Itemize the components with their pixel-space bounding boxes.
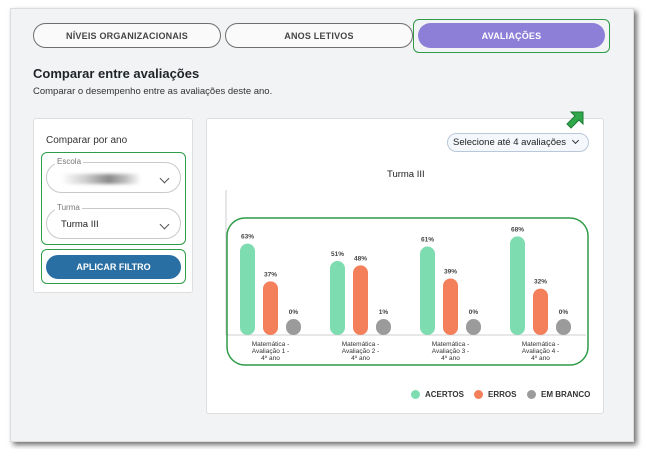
data-label-em-branco-4: 0%: [559, 309, 569, 316]
chevron-down-icon: [159, 219, 170, 230]
x-tick-label-1-line-1: Matemática -: [252, 341, 290, 348]
bar-acertos-2: [330, 261, 345, 335]
school-select[interactable]: Escola: [46, 157, 181, 193]
school-select-label: Escola: [55, 157, 84, 166]
x-tick-label-4-line-1: Matemática -: [522, 341, 560, 348]
bar-em-branco-1: [286, 319, 301, 335]
tab-anos-letivos[interactable]: ANOS LETIVOS: [225, 23, 413, 48]
highlight-chart: [226, 217, 589, 366]
legend-dot-em-branco: [527, 390, 536, 399]
bar-acertos-1: [240, 243, 255, 335]
data-label-em-branco-3: 0%: [469, 309, 479, 316]
legend-label-em-branco: EM BRANCO: [541, 390, 591, 399]
x-tick-label-1-line-3: 4º ano: [261, 355, 280, 362]
legend-em-branco: EM BRANCO: [527, 390, 590, 399]
class-select-value: Turma III: [61, 219, 99, 230]
data-label-em-branco-1: 0%: [289, 309, 299, 316]
x-tick-label-3-line-3: 4º ano: [441, 355, 460, 362]
data-label-erros-1: 37%: [264, 271, 277, 278]
data-label-acertos-3: 61%: [421, 237, 434, 244]
legend-dot-acertos: [411, 390, 420, 399]
legend-label-acertos: ACERTOS: [425, 390, 464, 399]
data-label-erros-4: 32%: [534, 279, 547, 286]
apply-filter-button[interactable]: APLICAR FILTRO: [46, 255, 181, 279]
bar-em-branco-4: [556, 319, 571, 335]
data-label-erros-3: 39%: [444, 268, 457, 275]
pointer-arrow-icon: [566, 111, 584, 129]
page-title: Comparar entre avaliações: [33, 66, 200, 81]
bar-acertos-4: [510, 236, 525, 335]
school-value-redacted: [61, 174, 141, 184]
x-tick-label-3-line-2: Avaliação 3 -: [432, 348, 469, 355]
chevron-down-icon: [571, 136, 580, 145]
data-label-acertos-1: 63%: [241, 234, 254, 241]
bar-acertos-3: [420, 246, 435, 335]
bar-em-branco-3: [466, 319, 481, 335]
tab-avaliacoes[interactable]: AVALIAÇÕES: [418, 23, 605, 48]
data-label-em-branco-2: 1%: [379, 309, 389, 316]
assessment-select-label: Selecione até 4 avaliações: [453, 137, 567, 148]
data-label-acertos-4: 68%: [511, 226, 524, 233]
x-tick-label-2-line-2: Avaliação 2 -: [342, 348, 379, 355]
page-subtitle: Comparar o desempenho entre as avaliaçõe…: [33, 86, 273, 97]
legend-acertos: ACERTOS: [411, 390, 464, 399]
x-tick-label-2-line-3: 4º ano: [351, 355, 370, 362]
bar-erros-1: [263, 281, 278, 335]
x-tick-label-1-line-2: Avaliação 1 -: [252, 348, 289, 355]
x-tick-label-4-line-2: Avaliação 4 -: [522, 348, 559, 355]
bar-chart: 63%37%0%Matemática -Avaliação 1 -4º ano5…: [225, 190, 589, 366]
chart-title: Turma III: [387, 169, 425, 180]
bar-erros-2: [353, 265, 368, 335]
chevron-down-icon: [159, 173, 170, 184]
x-tick-label-2-line-1: Matemática -: [342, 341, 380, 348]
data-label-erros-2: 48%: [354, 255, 367, 262]
tab-niveis-organizacionais[interactable]: NÍVEIS ORGANIZACIONAIS: [33, 23, 221, 48]
x-tick-label-4-line-3: 4º ano: [531, 355, 550, 362]
legend-label-erros: ERROS: [488, 390, 517, 399]
bar-erros-3: [443, 278, 458, 335]
class-select-label: Turma: [55, 203, 82, 212]
class-select[interactable]: Turma Turma III: [46, 203, 181, 239]
legend-erros: ERROS: [474, 390, 516, 399]
filter-title: Comparar por ano: [46, 135, 128, 146]
x-tick-label-3-line-1: Matemática -: [432, 341, 470, 348]
assessment-select[interactable]: Selecione até 4 avaliações: [447, 133, 589, 152]
legend-dot-erros: [474, 390, 483, 399]
data-label-acertos-2: 51%: [331, 251, 344, 258]
bar-em-branco-2: [376, 319, 391, 335]
bar-erros-4: [533, 288, 548, 335]
